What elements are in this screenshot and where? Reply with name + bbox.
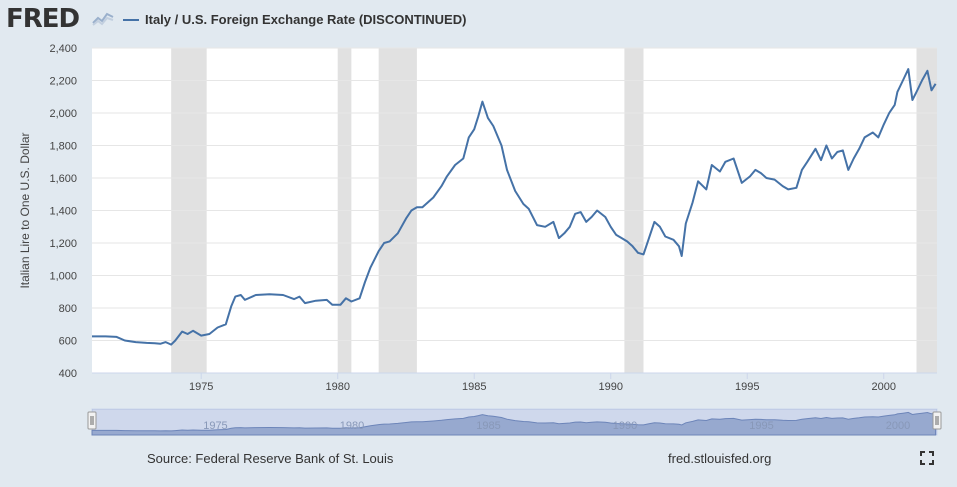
fred-url[interactable]: fred.stlouisfed.org	[668, 451, 772, 466]
x-tick-label: 1990	[598, 381, 622, 393]
navigator-selection	[92, 409, 937, 435]
legend[interactable]: Italy / U.S. Foreign Exchange Rate (DISC…	[123, 12, 466, 27]
series-line	[92, 68, 937, 346]
navigator-tick-label: 1980	[340, 420, 364, 432]
navigator-tick-label: 1995	[749, 420, 773, 432]
chart-header: FRED Italy / U.S. Foreign Exchange Rate …	[0, 0, 957, 40]
fullscreen-icon[interactable]	[920, 451, 934, 465]
y-tick-label: 600	[59, 336, 77, 348]
y-tick-label: 1,400	[49, 206, 77, 218]
navigator-tick-label: 1990	[613, 420, 637, 432]
series-title[interactable]: Italy / U.S. Foreign Exchange Rate (DISC…	[145, 12, 467, 27]
y-tick-label: 800	[59, 303, 77, 315]
y-tick-label: 1,000	[49, 271, 77, 283]
line-chart-icon	[92, 10, 114, 26]
legend-line-swatch	[123, 18, 139, 21]
navigator-tick-label: 2000	[886, 420, 910, 432]
line-chart: 400 600 800 1,000 1,200 1,400 1,600 1,800 2,000 2…	[18, 43, 942, 436]
navigator-handle-left[interactable]	[87, 411, 97, 430]
x-tick-label: 1975	[189, 381, 213, 393]
y-tick-label: 1,600	[49, 173, 77, 185]
x-tick-label: 1995	[735, 381, 759, 393]
navigator-tick-label: 1975	[203, 420, 227, 432]
x-tick-label: 1980	[325, 381, 349, 393]
navigator-series-area	[91, 411, 937, 436]
navigator-handle-right[interactable]	[932, 411, 942, 430]
y-tick-label: 1,800	[49, 141, 77, 153]
y-axis-label: Italian Lire to One U.S. Dollar	[18, 132, 32, 288]
fred-logo[interactable]: FRED	[6, 4, 80, 34]
source-note: Source: Federal Reserve Bank of St. Loui…	[147, 451, 394, 466]
y-tick-label: 2,000	[49, 108, 77, 120]
y-tick-label: 400	[59, 368, 77, 380]
navigator-tick-label: 1985	[476, 420, 500, 432]
y-tick-label: 2,400	[49, 43, 77, 55]
x-tick-label: 2000	[872, 381, 896, 393]
y-tick-label: 2,200	[49, 76, 77, 88]
x-tick-label: 1985	[462, 381, 486, 393]
y-tick-label: 1,200	[49, 238, 77, 250]
